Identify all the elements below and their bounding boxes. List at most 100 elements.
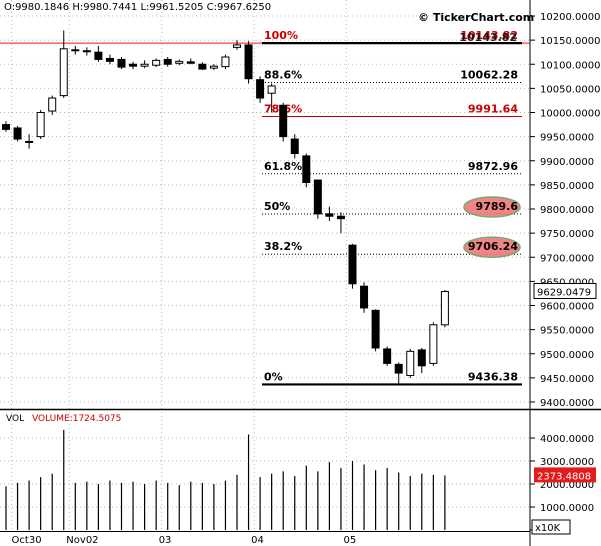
- candle-body: [302, 155, 311, 183]
- candle-body: [279, 104, 288, 138]
- fibonacci-value-label: 9706.24: [468, 240, 518, 253]
- candle-body: [383, 348, 392, 364]
- candle-body: [325, 213, 334, 217]
- fibonacci-percent-label: 0%: [264, 370, 283, 383]
- fibonacci-highlight: [463, 236, 521, 258]
- price-tick-label: 9650.0000: [540, 277, 594, 288]
- price-tick-label: 9500.0000: [540, 350, 594, 361]
- fibonacci-value-label: 9789.6: [476, 200, 519, 213]
- candle-body: [152, 59, 161, 66]
- fibonacci-value-label: 9872.96: [468, 160, 518, 173]
- price-tick-label: 9400.0000: [540, 398, 594, 409]
- volume-tick-label: 4000.0000: [540, 434, 594, 445]
- price-tick-label: 10000.0000: [540, 109, 600, 120]
- brand-watermark: © TickerChart.com: [418, 11, 534, 24]
- volume-unit-label: x10K: [535, 523, 561, 534]
- price-tick-label: 9450.0000: [540, 374, 594, 385]
- candle-body: [267, 85, 276, 94]
- fibonacci-value-label: 10143.82: [460, 29, 518, 42]
- candle-body: [371, 309, 380, 349]
- price-tick-label: 9550.0000: [540, 326, 594, 337]
- time-tick-label: Nov02: [66, 535, 98, 546]
- candle-body: [82, 50, 91, 53]
- candle-body: [244, 44, 253, 80]
- candle-body: [429, 324, 438, 364]
- candle-body: [360, 285, 369, 309]
- time-axis: Oct30 Nov02 03 04 05: [12, 535, 357, 546]
- candle-body: [256, 79, 265, 99]
- candle-body: [140, 63, 149, 67]
- volume-tick-label: 2000.0000: [540, 480, 594, 491]
- volume-unit-box: [531, 519, 571, 535]
- price-grid: [0, 15, 530, 403]
- fibonacci-percent-label: 88.6%: [264, 68, 302, 81]
- fibonacci-percent-label: 50%: [264, 200, 290, 213]
- time-tick-label: 03: [159, 535, 172, 546]
- candle-body: [59, 48, 68, 97]
- last-price-box: [533, 282, 597, 299]
- price-tick-label: 10050.0000: [540, 84, 600, 95]
- candle-body: [71, 49, 80, 52]
- candle-body: [440, 291, 449, 326]
- fibonacci-value-label: 9436.38: [468, 370, 518, 383]
- price-tick-label: 9850.0000: [540, 181, 594, 192]
- price-tick-label: 9750.0000: [540, 229, 594, 240]
- volume-pane-label: VOL: [6, 414, 24, 424]
- candle-body: [25, 140, 34, 143]
- candle-body: [129, 63, 138, 67]
- fibonacci-percent-label: 61.8%: [264, 160, 302, 173]
- fibonacci-percent-label: 38.2%: [264, 240, 302, 253]
- price-tick-label: 9800.0000: [540, 205, 594, 216]
- last-price-label: 9629.0479: [537, 287, 591, 298]
- candle-body: [209, 65, 218, 69]
- volume-tick-label: 3000.0000: [540, 457, 594, 468]
- price-tick-label: 10150.0000: [540, 36, 600, 47]
- candle-body: [313, 179, 322, 215]
- candle-body: [175, 60, 184, 64]
- price-tick-label: 9950.0000: [540, 133, 594, 144]
- price-tick-label: 9600.0000: [540, 302, 594, 313]
- candle-body: [417, 349, 426, 367]
- volume-tick-label: 1000.0000: [540, 503, 594, 514]
- candle-body: [290, 138, 299, 155]
- volume-grid: [0, 437, 530, 508]
- ohlc-readout: O:9980.1846 H:9980.7441 L:9961.5205 C:99…: [4, 2, 271, 13]
- price-tick-label: 10200.0000: [540, 12, 600, 23]
- fibonacci-percent-label: 100%: [264, 29, 298, 42]
- last-volume-box: [534, 467, 596, 483]
- fibonacci-value-label: 10143.82: [459, 31, 517, 44]
- candle-body: [105, 57, 114, 62]
- volume-value-label: VOLUME:1724.5075: [32, 414, 121, 424]
- price-axis: 10200.0000 10150.0000 10100.0000 10050.0000…: [530, 12, 600, 409]
- candle-body: [348, 244, 357, 285]
- volume-series: [5, 429, 446, 530]
- fibonacci-value-label: 10062.28: [460, 68, 518, 81]
- time-tick-label: 04: [251, 535, 264, 546]
- fibonacci-lines: 100%10143.8288.6%10062.2878.6%9991.6461.…: [0, 29, 530, 386]
- candle-body: [186, 61, 195, 64]
- candle-body: [336, 215, 345, 220]
- last-volume-label: 2373.4808: [537, 471, 591, 482]
- price-tick-label: 10100.0000: [540, 60, 600, 71]
- candle-body: [406, 350, 415, 376]
- time-tick-label: Oct30: [12, 535, 42, 546]
- candlestick-series: [2, 30, 449, 385]
- price-tick-label: 9700.0000: [540, 253, 594, 264]
- candle-body: [13, 127, 22, 140]
- candle-body: [117, 58, 126, 68]
- time-grid: [11, 0, 347, 531]
- price-tick-label: 9900.0000: [540, 157, 594, 168]
- candle-body: [198, 63, 207, 70]
- candle-body: [233, 44, 241, 48]
- fibonacci-value-label: 9991.64: [468, 103, 518, 116]
- candle-body: [94, 51, 103, 60]
- time-tick-label: 05: [344, 535, 357, 546]
- candle-body: [36, 112, 45, 138]
- candle-body: [2, 124, 10, 130]
- fibonacci-highlight: [463, 196, 521, 218]
- candle-body: [163, 58, 172, 65]
- candle-body: [48, 97, 57, 112]
- candle-body: [221, 56, 230, 68]
